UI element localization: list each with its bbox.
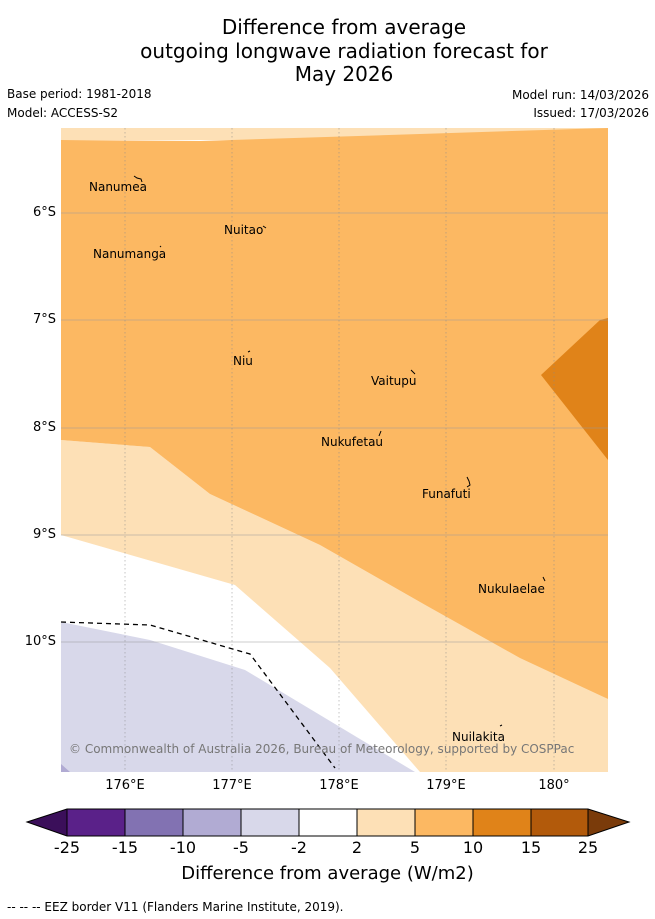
colorbar-bin <box>183 809 241 836</box>
colorbar-tick-label: -5 <box>233 838 249 857</box>
colorbar-tick-label: 25 <box>577 838 599 857</box>
region-light-purple <box>61 622 415 772</box>
colorbar-tick-label: -15 <box>111 838 139 857</box>
colorbar-title: Difference from average (W/m2) <box>181 863 474 884</box>
title-line-2: outgoing longwave radiation forecast for <box>140 38 548 63</box>
island-label-nanumea: Nanumea <box>89 180 147 194</box>
lon-label-177e: 177°E <box>212 778 252 793</box>
island-label-nukulaelae: Nukulaelae <box>478 582 545 596</box>
lon-label-176e: 176°E <box>105 778 145 793</box>
island-label-vaitupu: Vaitupu <box>371 374 417 388</box>
island-label-funafuti: Funafuti <box>422 487 471 501</box>
region-dark-orange <box>541 318 608 460</box>
colorbar-extend-low <box>27 809 67 836</box>
model-run-date: Model run: 14/03/2026 <box>511 88 649 102</box>
colorbar-tick-label: -10 <box>169 838 197 857</box>
copyright-notice: © Commonwealth of Australia 2026, Bureau… <box>69 742 575 756</box>
vaitupu-shape <box>410 369 416 375</box>
issued-date: Issued: 17/03/2026 <box>533 106 649 120</box>
colorbar-bin <box>473 809 531 836</box>
island-label-niu: Niu <box>233 354 253 368</box>
nukufetau-shape <box>378 430 382 437</box>
funafuti-shape <box>466 476 471 488</box>
colorbar-tick-label: 5 <box>409 838 421 857</box>
map-title: Difference from average outgoing longwav… <box>0 15 655 87</box>
title-line-3: May 2026 <box>294 62 394 86</box>
base-period: Base period: 1981-2018 <box>7 87 152 101</box>
colorbar-tick-label: -25 <box>53 838 81 857</box>
colorbar-bin <box>531 809 588 836</box>
nanumanga-shape <box>159 245 162 248</box>
colorbar-bin <box>357 809 415 836</box>
niu-shape <box>247 350 251 353</box>
eez-footnote: -- -- -- EEZ border V11 (Flanders Marine… <box>7 900 344 914</box>
colorbar-tick-label: 15 <box>520 838 542 857</box>
colorbar-bin <box>67 809 125 836</box>
lon-label-179e: 179°E <box>426 778 466 793</box>
colorbar <box>25 808 631 837</box>
lat-label-9s: 9°S <box>32 527 56 542</box>
lon-label-180: 180° <box>538 778 570 793</box>
colorbar-bin <box>299 809 357 836</box>
region-light-orange-band <box>61 440 608 772</box>
nukulaelae-shape <box>542 576 546 582</box>
lon-label-178e: 178°E <box>319 778 359 793</box>
colorbar-bin <box>125 809 183 836</box>
island-label-nuitao: Nuitao <box>224 223 264 237</box>
nuitao-shape <box>262 225 267 229</box>
island-label-nanumanga: Nanumanga <box>93 247 167 261</box>
colorbar-bin <box>415 809 473 836</box>
region-orange <box>61 128 608 699</box>
lat-label-10s: 10°S <box>24 634 56 649</box>
colorbar-tick-label: 2 <box>351 838 363 857</box>
nanumea-shape <box>133 175 143 183</box>
nuilakita-shape <box>499 724 503 727</box>
colorbar-tick-label: -2 <box>291 838 307 857</box>
graticule <box>124 128 555 772</box>
lat-label-8s: 8°S <box>32 420 56 435</box>
lat-label-7s: 7°S <box>32 312 56 327</box>
colorbar-extend-high <box>588 809 629 836</box>
parallels <box>61 212 608 643</box>
colorbar-dividers <box>66 809 589 836</box>
eez-border-line <box>61 621 336 769</box>
model-name: Model: ACCESS-S2 <box>7 106 119 120</box>
lat-label-6s: 6°S <box>32 205 56 220</box>
island-label-nuilakita: Nuilakita <box>452 730 505 744</box>
colorbar-bin <box>241 809 299 836</box>
title-line-1: Difference from average <box>221 15 467 39</box>
island-label-nukufetau: Nukufetau <box>321 435 384 449</box>
island-shapes <box>133 175 546 727</box>
colorbar-tick-label: 10 <box>462 838 484 857</box>
region-deep-purple-corner <box>61 764 70 772</box>
